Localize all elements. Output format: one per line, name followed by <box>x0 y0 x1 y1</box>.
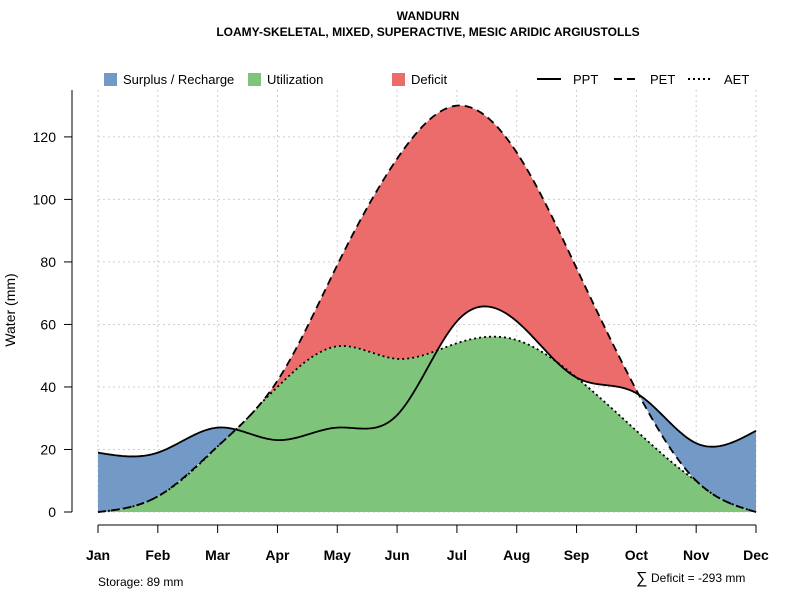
series-lines <box>97 104 757 513</box>
x-tick-label-mar: Mar <box>205 547 230 563</box>
legend-label: Surplus / Recharge <box>123 72 234 87</box>
legend-label: Utilization <box>267 72 323 87</box>
chart-subtitle: LOAMY-SKELETAL, MIXED, SUPERACTIVE, MESI… <box>216 25 639 39</box>
x-tick-label-dec: Dec <box>743 547 769 563</box>
sum-symbol: ∑ <box>636 570 647 587</box>
y-axis-label: Water (mm) <box>2 273 18 346</box>
x-tick-label-sep: Sep <box>564 547 590 563</box>
x-tick-label-feb: Feb <box>145 547 170 563</box>
pet-line <box>97 104 757 513</box>
deficit-area <box>98 105 756 512</box>
area-fills <box>98 105 756 512</box>
y-tick-label: 100 <box>33 191 57 207</box>
storage-annotation: Storage: 89 mm <box>98 575 183 589</box>
legend-label: AET <box>724 72 749 87</box>
x-tick-label-may: May <box>324 547 351 563</box>
x-tick-label-jan: Jan <box>86 547 110 563</box>
y-tick-label: 60 <box>40 316 56 332</box>
utilization-area <box>98 336 756 512</box>
axes: 0 20 40 60 80 100 120 Jan Feb Mar Apr May Jun Jul Aug S… <box>33 90 769 563</box>
surplus-recharge-area <box>98 105 756 512</box>
y-tick-label: 40 <box>40 379 56 395</box>
aet-line <box>97 335 757 513</box>
x-tick-label-jun: Jun <box>385 547 410 563</box>
legend-label: Deficit <box>411 72 448 87</box>
ppt-line <box>97 305 757 458</box>
legend-label: PET <box>650 72 675 87</box>
x-tick-label-oct: Oct <box>625 547 649 563</box>
x-tick-label-aug: Aug <box>503 547 530 563</box>
y-tick-label: 80 <box>40 254 56 270</box>
legend-swatch <box>248 73 261 86</box>
x-tick-label-apr: Apr <box>265 547 290 563</box>
legend-label: PPT <box>573 72 598 87</box>
legend: Surplus / Recharge Utilization Deficit PPT P… <box>104 72 749 87</box>
y-tick-label: 0 <box>48 504 56 520</box>
legend-swatch <box>104 73 117 86</box>
legend-swatch <box>392 73 405 86</box>
y-tick-label: 120 <box>33 129 57 145</box>
x-tick-label-nov: Nov <box>683 547 710 563</box>
chart-title: WANDURN <box>397 9 460 23</box>
deficit-annotation: Deficit = -293 mm <box>651 571 745 585</box>
y-tick-label: 20 <box>40 441 56 457</box>
x-tick-label-jul: Jul <box>447 547 467 563</box>
